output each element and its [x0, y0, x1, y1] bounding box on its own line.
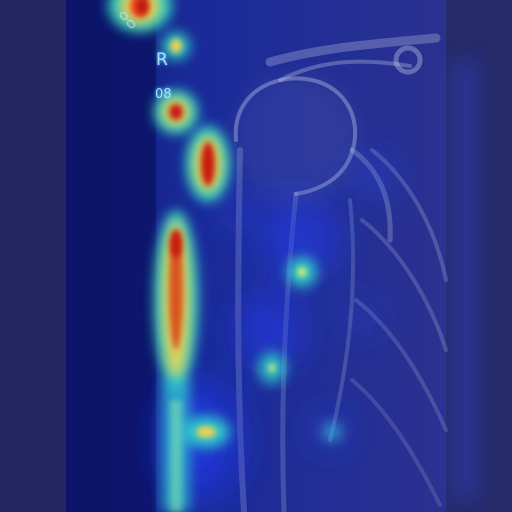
rib-2: [360, 218, 448, 352]
rib-4: [350, 378, 442, 507]
humeral-head-haze: [234, 74, 358, 206]
heatmap-main-column: [108, 0, 230, 512]
dark-left-band: [66, 0, 156, 512]
heatmap-secondary-spots: [182, 257, 342, 448]
film-code-label: 08: [155, 87, 172, 102]
right-edge-glow: [452, 60, 478, 500]
rib-1: [370, 148, 448, 282]
coracoid-ring: [393, 45, 423, 75]
film-marker-scratches: [119, 11, 136, 29]
clavicle: [265, 33, 441, 67]
side-marker-label: R: [156, 50, 168, 70]
